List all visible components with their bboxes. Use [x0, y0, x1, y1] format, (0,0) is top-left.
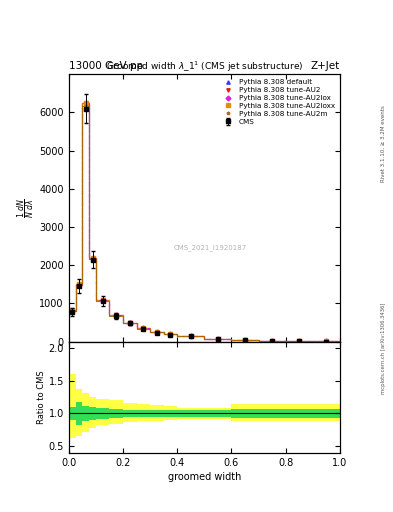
Pythia 8.308 default — [242, 337, 248, 343]
Pythia 8.308 tune-AU2m — [141, 326, 146, 332]
Pythia 8.308 tune-AU2lox — [77, 281, 81, 287]
Pythia 8.308 tune-AU2 — [70, 308, 75, 314]
Text: Z+Jet: Z+Jet — [311, 60, 340, 71]
Pythia 8.308 tune-AU2m — [297, 338, 302, 345]
Pythia 8.308 tune-AU2lox — [114, 312, 119, 318]
Pythia 8.308 default — [70, 307, 75, 313]
Pythia 8.308 tune-AU2m — [70, 308, 75, 314]
Pythia 8.308 tune-AU2m — [168, 331, 173, 337]
Pythia 8.308 tune-AU2loxx — [242, 337, 248, 343]
Pythia 8.308 tune-AU2lox — [100, 297, 105, 303]
Pythia 8.308 tune-AU2loxx — [324, 338, 329, 345]
Pythia 8.308 tune-AU2 — [90, 255, 95, 261]
Pythia 8.308 tune-AU2loxx — [100, 297, 105, 303]
Pythia 8.308 default — [297, 338, 302, 345]
Pythia 8.308 tune-AU2lox — [270, 337, 274, 344]
Pythia 8.308 tune-AU2loxx — [114, 312, 119, 318]
Pythia 8.308 tune-AU2loxx — [215, 335, 220, 342]
Pythia 8.308 default — [215, 335, 220, 342]
Pythia 8.308 tune-AU2m — [154, 329, 159, 335]
Pythia 8.308 tune-AU2m — [324, 338, 329, 345]
Pythia 8.308 tune-AU2loxx — [189, 333, 193, 339]
Pythia 8.308 tune-AU2loxx — [127, 319, 132, 326]
Pythia 8.308 tune-AU2 — [270, 337, 274, 344]
Pythia 8.308 default — [189, 333, 193, 339]
Pythia 8.308 tune-AU2 — [215, 335, 220, 342]
Pythia 8.308 default — [168, 331, 173, 337]
Text: Rivet 3.1.10, ≥ 3.2M events: Rivet 3.1.10, ≥ 3.2M events — [381, 105, 386, 182]
Line: Pythia 8.308 tune-AU2: Pythia 8.308 tune-AU2 — [70, 101, 328, 343]
Pythia 8.308 default — [90, 254, 95, 261]
Pythia 8.308 tune-AU2 — [324, 338, 329, 345]
Pythia 8.308 tune-AU2m — [127, 320, 132, 326]
Pythia 8.308 tune-AU2loxx — [270, 337, 274, 344]
Pythia 8.308 tune-AU2loxx — [90, 255, 95, 261]
Pythia 8.308 tune-AU2 — [154, 329, 159, 335]
Pythia 8.308 tune-AU2lox — [127, 319, 132, 326]
Pythia 8.308 tune-AU2 — [100, 297, 105, 303]
Pythia 8.308 tune-AU2 — [77, 281, 81, 287]
Text: mcplots.cern.ch [arXiv:1306.3436]: mcplots.cern.ch [arXiv:1306.3436] — [381, 303, 386, 394]
Pythia 8.308 tune-AU2 — [297, 338, 302, 345]
Pythia 8.308 default — [83, 100, 88, 106]
Line: Pythia 8.308 tune-AU2loxx: Pythia 8.308 tune-AU2loxx — [70, 101, 328, 343]
Pythia 8.308 default — [77, 281, 81, 287]
Y-axis label: Ratio to CMS: Ratio to CMS — [37, 371, 46, 424]
Pythia 8.308 tune-AU2m — [114, 313, 119, 319]
Pythia 8.308 default — [127, 319, 132, 326]
Text: CMS_2021_I1920187: CMS_2021_I1920187 — [173, 245, 246, 251]
Pythia 8.308 tune-AU2m — [100, 297, 105, 304]
Pythia 8.308 default — [114, 312, 119, 318]
Pythia 8.308 tune-AU2lox — [141, 325, 146, 331]
Pythia 8.308 default — [100, 297, 105, 303]
Pythia 8.308 tune-AU2lox — [242, 337, 248, 343]
Text: 13000 GeV pp: 13000 GeV pp — [69, 60, 143, 71]
Pythia 8.308 default — [141, 325, 146, 331]
Line: Pythia 8.308 tune-AU2lox: Pythia 8.308 tune-AU2lox — [70, 102, 328, 343]
Pythia 8.308 tune-AU2lox — [324, 338, 329, 345]
Pythia 8.308 tune-AU2m — [189, 333, 193, 339]
Pythia 8.308 tune-AU2m — [83, 102, 88, 109]
Pythia 8.308 tune-AU2loxx — [297, 338, 302, 345]
Pythia 8.308 tune-AU2lox — [90, 255, 95, 261]
Pythia 8.308 tune-AU2loxx — [154, 329, 159, 335]
Pythia 8.308 tune-AU2loxx — [70, 307, 75, 313]
Pythia 8.308 tune-AU2m — [242, 337, 248, 343]
Title: Groomed width $\lambda\_1^1$ (CMS jet substructure): Groomed width $\lambda\_1^1$ (CMS jet su… — [106, 60, 303, 74]
Line: Pythia 8.308 tune-AU2m: Pythia 8.308 tune-AU2m — [70, 104, 328, 343]
Pythia 8.308 tune-AU2m — [270, 337, 274, 344]
Pythia 8.308 tune-AU2lox — [189, 333, 193, 339]
Pythia 8.308 tune-AU2loxx — [77, 281, 81, 287]
Pythia 8.308 tune-AU2loxx — [141, 325, 146, 331]
Pythia 8.308 tune-AU2loxx — [83, 100, 88, 106]
Pythia 8.308 tune-AU2lox — [83, 100, 88, 106]
X-axis label: groomed width: groomed width — [168, 472, 241, 482]
Pythia 8.308 tune-AU2 — [189, 333, 193, 339]
Pythia 8.308 tune-AU2m — [215, 335, 220, 342]
Pythia 8.308 default — [154, 329, 159, 335]
Legend: Pythia 8.308 default, Pythia 8.308 tune-AU2, Pythia 8.308 tune-AU2lox, Pythia 8.: Pythia 8.308 default, Pythia 8.308 tune-… — [219, 78, 336, 126]
Pythia 8.308 tune-AU2m — [90, 255, 95, 262]
Pythia 8.308 tune-AU2lox — [168, 331, 173, 337]
Pythia 8.308 default — [270, 337, 274, 344]
Pythia 8.308 tune-AU2 — [141, 325, 146, 331]
Y-axis label: $\frac{1}{N}\frac{dN}{d\lambda}$: $\frac{1}{N}\frac{dN}{d\lambda}$ — [15, 198, 37, 218]
Pythia 8.308 tune-AU2 — [127, 319, 132, 326]
Pythia 8.308 tune-AU2lox — [70, 308, 75, 314]
Pythia 8.308 tune-AU2loxx — [168, 331, 173, 337]
Pythia 8.308 tune-AU2 — [242, 337, 248, 343]
Pythia 8.308 default — [324, 338, 329, 345]
Pythia 8.308 tune-AU2lox — [297, 338, 302, 345]
Pythia 8.308 tune-AU2 — [83, 100, 88, 106]
Pythia 8.308 tune-AU2m — [77, 282, 81, 288]
Pythia 8.308 tune-AU2lox — [154, 329, 159, 335]
Line: Pythia 8.308 default: Pythia 8.308 default — [70, 101, 328, 343]
Pythia 8.308 tune-AU2 — [114, 312, 119, 318]
Pythia 8.308 tune-AU2 — [168, 331, 173, 337]
Pythia 8.308 tune-AU2lox — [215, 335, 220, 342]
